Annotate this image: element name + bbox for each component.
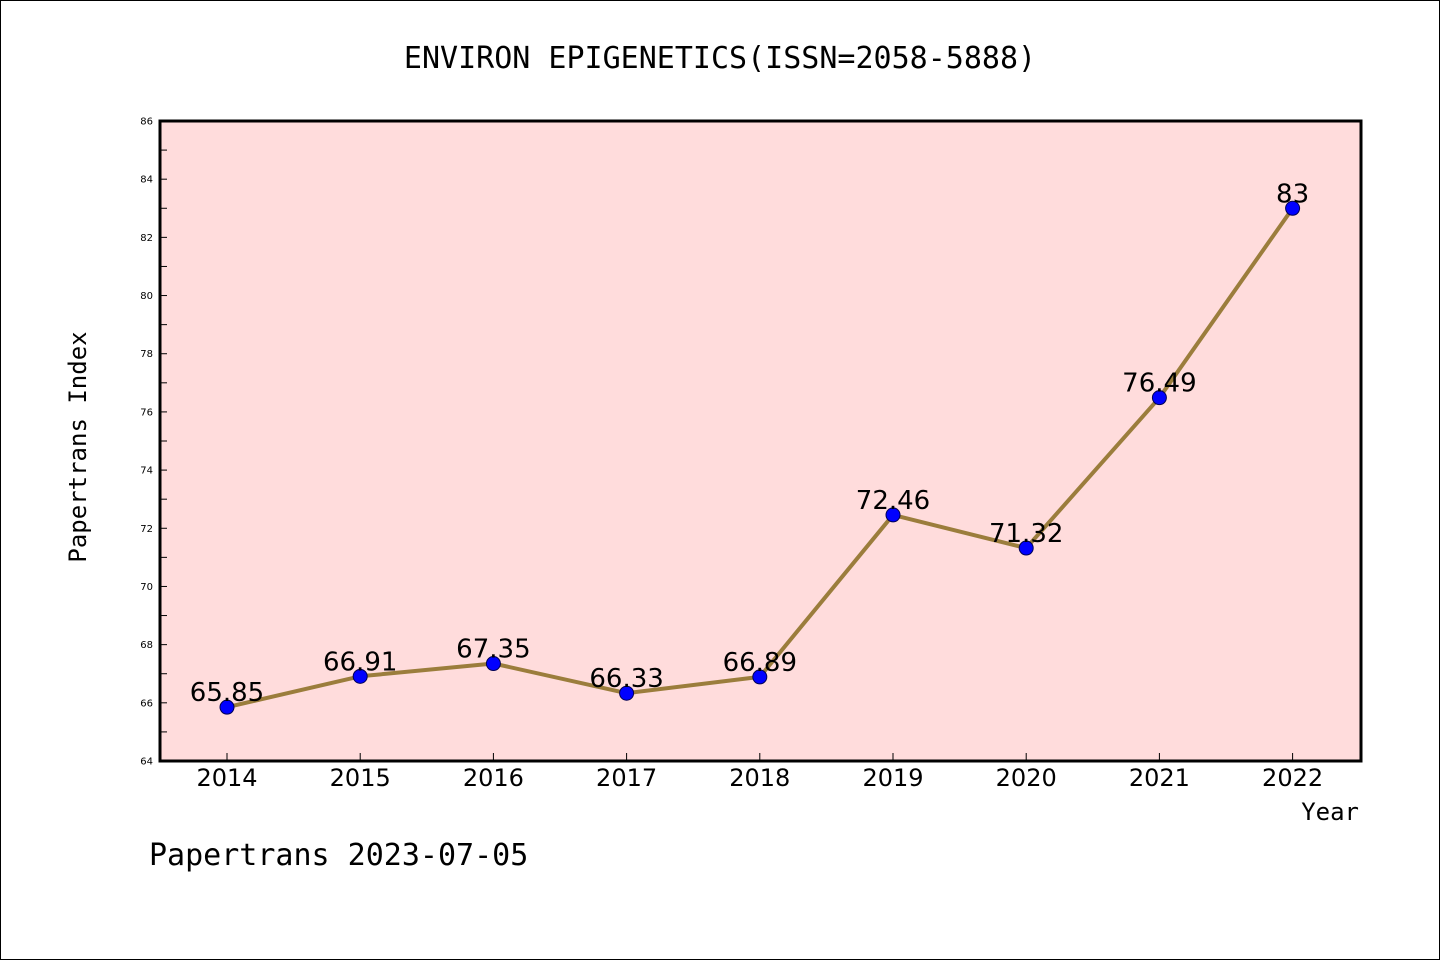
chart-title: ENVIRON EPIGENETICS(ISSN=2058-5888) bbox=[404, 41, 1036, 76]
data-point bbox=[1018, 540, 1034, 556]
y-tick-label: 66 bbox=[140, 698, 153, 709]
y-tick-label: 80 bbox=[140, 291, 153, 302]
data-label: 67.35 bbox=[456, 635, 530, 665]
y-tick-label: 76 bbox=[140, 407, 153, 418]
data-label: 83 bbox=[1276, 179, 1309, 209]
data-point bbox=[1285, 200, 1301, 216]
data-point bbox=[752, 669, 768, 685]
y-tick-label: 64 bbox=[140, 757, 153, 768]
data-point bbox=[485, 656, 501, 672]
plot-area bbox=[160, 121, 1361, 761]
x-tick-label: 2019 bbox=[862, 764, 923, 792]
y-tick-label: 84 bbox=[140, 175, 153, 186]
footer-stamp: Papertrans 2023-07-05 bbox=[149, 838, 528, 873]
x-tick-label: 2020 bbox=[996, 764, 1057, 792]
x-axis-label: Year bbox=[1301, 798, 1359, 826]
x-tick-label: 2021 bbox=[1129, 764, 1190, 792]
data-point bbox=[219, 699, 235, 715]
data-label: 65.85 bbox=[190, 678, 264, 708]
y-tick-label: 72 bbox=[140, 524, 153, 535]
plot-border bbox=[158, 119, 1363, 763]
y-tick-label: 86 bbox=[140, 117, 153, 128]
data-label: 66.33 bbox=[589, 664, 663, 694]
x-tick-label: 2015 bbox=[330, 764, 391, 792]
data-point bbox=[1151, 390, 1167, 406]
data-point bbox=[619, 685, 635, 701]
x-tick-label: 2016 bbox=[463, 764, 524, 792]
data-label: 71.32 bbox=[989, 519, 1063, 549]
data-point bbox=[885, 507, 901, 523]
data-point bbox=[352, 668, 368, 684]
data-label: 76.49 bbox=[1122, 369, 1196, 399]
data-label: 66.89 bbox=[723, 648, 797, 678]
x-tick-label: 2022 bbox=[1262, 764, 1323, 792]
y-tick-label: 74 bbox=[140, 466, 153, 477]
y-tick-label: 82 bbox=[140, 233, 153, 244]
y-tick-label: 68 bbox=[140, 640, 153, 651]
y-tick-label: 70 bbox=[140, 582, 153, 593]
series-index: 65.85 66.91 67.35 66.33 66.89 72.46 71.32 76.49… bbox=[190, 179, 1309, 715]
y-axis-label: Papertrans Index bbox=[64, 331, 92, 562]
x-tick-label: 2017 bbox=[596, 764, 657, 792]
data-label: 72.46 bbox=[856, 486, 930, 516]
x-tick-label: 2014 bbox=[196, 764, 257, 792]
y-tick-label: 78 bbox=[140, 349, 153, 360]
data-label: 66.91 bbox=[323, 647, 397, 677]
x-tick-label: 2018 bbox=[729, 764, 790, 792]
x-axis: 2014 2015 2016 2017 2018 2019 2020 2021 2022 bbox=[196, 753, 1323, 792]
